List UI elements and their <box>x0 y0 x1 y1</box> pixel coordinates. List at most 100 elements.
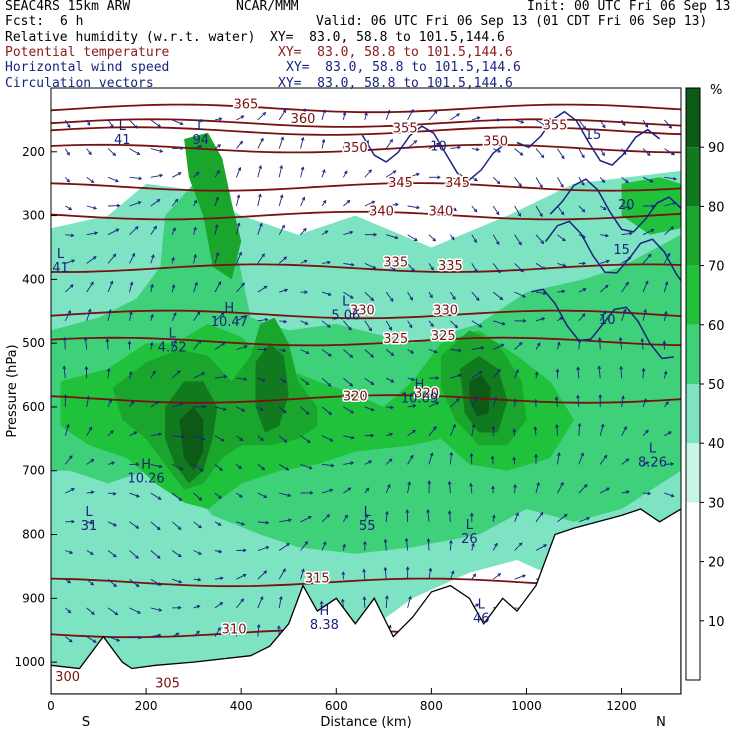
vector-head <box>491 425 496 430</box>
extremum-value: 94 <box>193 133 210 148</box>
vector-shaft <box>599 177 605 183</box>
vector-head <box>159 173 164 178</box>
circulation-vector <box>321 463 335 468</box>
circulation-vector <box>364 200 376 207</box>
circulation-vector <box>65 578 72 584</box>
circulation-vector <box>447 480 452 494</box>
vector-shaft <box>555 397 558 407</box>
circulation-vector <box>343 435 355 440</box>
vector-head <box>155 400 160 405</box>
vector-head <box>304 290 309 294</box>
circulation-vector <box>65 519 75 524</box>
vector-head <box>177 526 182 530</box>
circulation-vector <box>385 109 391 121</box>
circulation-vector <box>662 340 667 350</box>
theta-label: 305 <box>155 677 180 692</box>
vector-head <box>282 348 287 353</box>
circulation-vector <box>214 196 219 207</box>
circulation-vector <box>278 194 284 207</box>
vector-head <box>650 229 655 233</box>
vector-head <box>258 193 262 198</box>
circulation-vector <box>492 234 500 245</box>
vector-shaft <box>642 368 645 379</box>
vector-head <box>112 491 117 496</box>
circulation-vector <box>471 291 480 302</box>
circulation-vector <box>300 259 308 264</box>
vector-shaft <box>535 291 546 295</box>
theta-contour-360 <box>51 118 681 128</box>
circulation-vector <box>663 370 668 379</box>
circulation-vector <box>342 111 347 120</box>
theta-label: 355 <box>543 119 568 134</box>
vector-shaft <box>279 320 287 323</box>
circulation-vector <box>129 310 133 321</box>
theta-label: 330 <box>433 304 458 319</box>
vector-shaft <box>171 340 177 350</box>
colorbar-swatch <box>686 443 700 503</box>
vector-shaft <box>300 320 308 325</box>
circulation-vector <box>385 291 394 302</box>
vector-head <box>135 555 139 559</box>
vector-head <box>670 462 675 466</box>
circulation-vector <box>599 284 609 293</box>
circulation-vector <box>557 289 566 294</box>
vector-head <box>497 269 501 274</box>
vector-head <box>282 409 287 414</box>
vector-head <box>522 319 527 323</box>
vector-head <box>562 125 567 129</box>
circulation-vector <box>150 400 160 408</box>
vector-shaft <box>278 435 287 443</box>
vector-head <box>501 321 506 326</box>
vector-shaft <box>386 203 399 207</box>
vector-shaft <box>107 228 119 236</box>
vector-head <box>512 428 517 433</box>
vector-head <box>236 194 241 199</box>
vector-shaft <box>578 234 586 239</box>
vector-shaft <box>64 284 74 293</box>
plot-frame <box>50 87 682 695</box>
vector-head <box>430 266 434 271</box>
circulation-vector <box>664 148 675 156</box>
vector-shaft <box>600 260 610 264</box>
vector-head <box>197 577 202 582</box>
vector-shaft <box>107 461 115 465</box>
vector-shaft <box>171 227 176 235</box>
vector-shaft <box>578 119 586 130</box>
vector-shaft <box>343 462 354 465</box>
vector-shaft <box>642 229 654 236</box>
vector-head <box>322 199 327 204</box>
circulation-vector <box>86 550 94 555</box>
circulation-vector <box>514 542 523 551</box>
vector-shaft <box>642 461 649 465</box>
circulation-vector <box>214 374 228 379</box>
wind-label: 15 <box>585 128 602 143</box>
circulation-vector <box>535 234 545 245</box>
circulation-vector <box>214 602 224 609</box>
vector-shaft <box>300 228 307 235</box>
vector-head <box>385 510 389 515</box>
circulation-vector <box>363 540 367 551</box>
vector-head <box>383 566 388 571</box>
circulation-vector <box>364 377 375 385</box>
circulation-vector <box>256 623 261 637</box>
vector-head <box>302 108 306 113</box>
y-axis-label: Pressure (hPa) <box>5 344 20 437</box>
circulation-vector <box>150 283 154 293</box>
extremum-marker: H10.47 <box>211 301 248 330</box>
vector-head <box>395 202 399 207</box>
vector-head <box>177 553 182 558</box>
vector-head <box>536 342 541 347</box>
vector-head <box>300 136 305 141</box>
vector-head <box>470 512 474 517</box>
circulation-vector <box>193 372 206 379</box>
circulation-vector <box>321 488 334 494</box>
vector-head <box>645 429 649 434</box>
vector-head <box>665 401 669 405</box>
circulation-vector <box>364 349 375 358</box>
vector-shaft <box>642 148 651 156</box>
vector-head <box>263 347 268 352</box>
vector-head <box>180 402 185 406</box>
circulation-vector <box>471 263 478 273</box>
circulation-vector <box>65 233 75 238</box>
circulation-vector <box>535 205 543 218</box>
